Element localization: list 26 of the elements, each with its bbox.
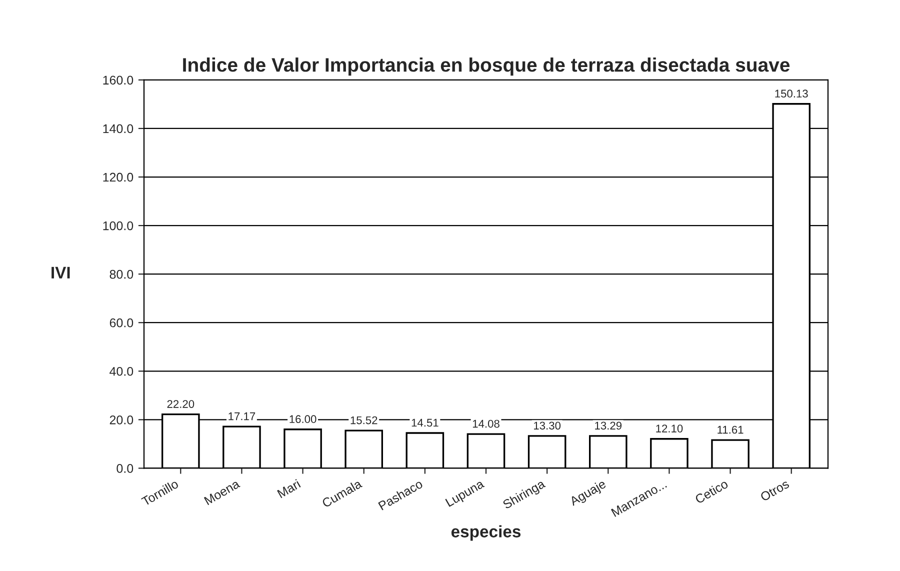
x-tick-label: Cetico [694,478,729,504]
data-label: 11.61 [718,426,744,434]
chart-title: Indice de Valor Importancia en bosque de terraza disectada suave [183,58,790,76]
y-tick-label: 40.0 [110,366,134,376]
data-label: 22.20 [167,400,194,408]
y-tick-label: 80.0 [110,270,134,279]
data-label: 12.10 [656,424,683,432]
y-tick-label: 100.0 [103,221,134,230]
x-tick-label: Otros [760,479,790,502]
x-axis-title: especies [451,525,521,541]
data-label: 16.00 [290,415,316,424]
y-tick-label: 20.0 [110,415,134,424]
data-label: 17.17 [228,412,256,420]
data-label: 13.29 [595,422,622,430]
y-axis-title: IVI [52,266,70,278]
data-label: 14.08 [472,420,500,428]
data-label: 13.30 [534,422,561,430]
y-tick-label: 160.0 [103,76,134,85]
y-tick-label: 140.0 [103,124,134,134]
data-label: 150.13 [775,90,808,98]
y-tick-label: 0.0 [116,464,134,473]
data-label: 15.52 [350,416,378,424]
y-tick-label: 120.0 [103,172,134,182]
y-tick-label: 60.0 [110,318,134,328]
data-label: 14.51 [412,418,438,427]
x-tick-label: Mari [276,479,301,498]
